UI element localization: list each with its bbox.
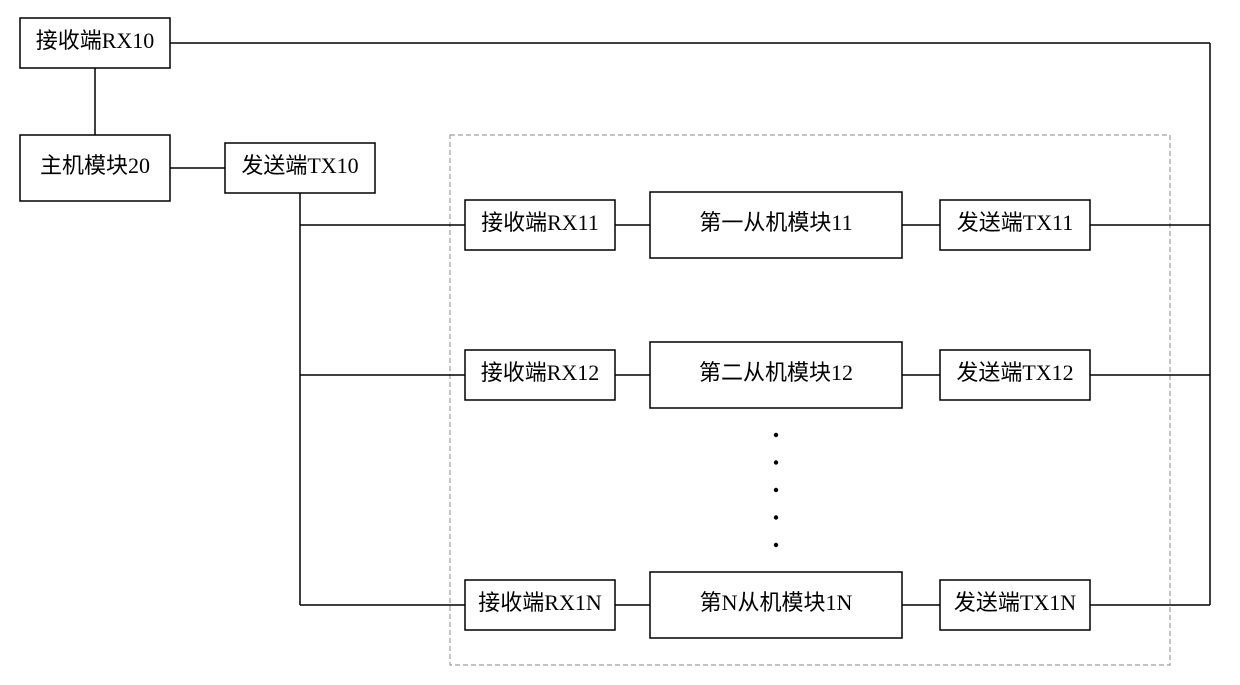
box-tx13-label: 发送端TX1N <box>954 590 1076 615</box>
ellipsis-dot <box>774 488 778 492</box>
ellipsis-dot <box>774 543 778 547</box>
box-slave-core-1-label: 第一从机模块11 <box>699 210 852 235</box>
ellipsis-dot <box>774 433 778 437</box>
diagram-canvas: 接收端RX10 主机模块20 发送端TX10 接收端RX11 第一从机模块11 发送端TX… <box>0 0 1240 685</box>
box-rx12-label: 接收端RX12 <box>481 360 600 385</box>
box-rx10-label: 接收端RX10 <box>36 28 155 53</box>
ellipsis-dot <box>774 460 778 464</box>
box-tx12-label: 发送端TX12 <box>956 360 1073 385</box>
box-rx11-label: 接收端RX11 <box>481 210 599 235</box>
box-slave-core-3-label: 第N从机模块1N <box>700 590 853 615</box>
box-rx13-label: 接收端RX1N <box>478 590 602 615</box>
box-tx11-label: 发送端TX11 <box>957 210 1074 235</box>
box-slave-core-2-label: 第二从机模块12 <box>699 360 853 385</box>
ellipsis-dot <box>774 515 778 519</box>
box-tx10-label: 发送端TX10 <box>241 153 358 178</box>
box-host-label: 主机模块20 <box>40 153 150 178</box>
